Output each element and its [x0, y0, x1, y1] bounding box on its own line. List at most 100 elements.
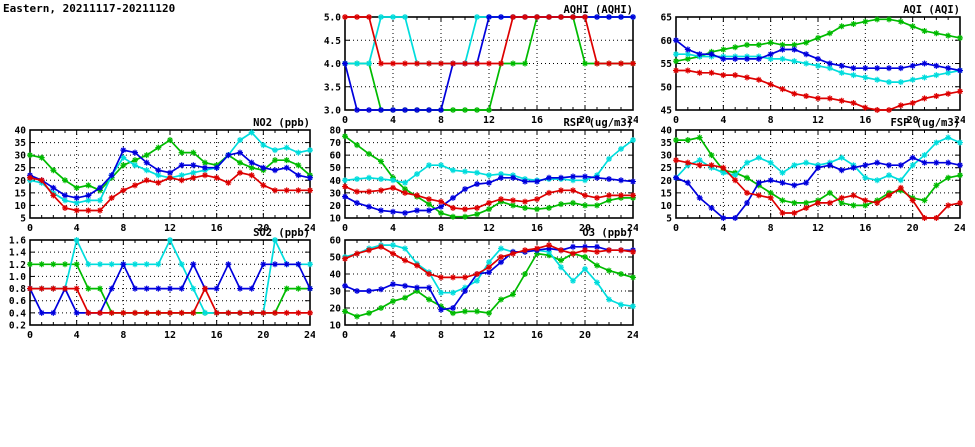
svg-text:15: 15	[661, 188, 673, 199]
svg-text:0.6: 0.6	[9, 296, 26, 307]
series-red	[342, 242, 636, 281]
svg-text:4: 4	[720, 115, 726, 126]
series-red-markers	[27, 169, 313, 214]
x-axis-labels: 0 4 8 12 16 20 24	[342, 115, 639, 126]
svg-text:50: 50	[330, 253, 342, 264]
series-red-markers	[342, 242, 636, 281]
svg-text:10: 10	[330, 214, 342, 225]
svg-text:1.6: 1.6	[9, 236, 26, 247]
svg-text:4: 4	[74, 223, 80, 234]
svg-text:20: 20	[661, 176, 673, 187]
svg-text:0: 0	[342, 330, 348, 341]
svg-text:10: 10	[661, 201, 673, 212]
chart-aqhi: 0 4 8 12 16 20 24 3.0 3.5 4.0 4.5 5.0 AQHI (AQHI)	[315, 3, 639, 132]
svg-text:4: 4	[390, 330, 396, 341]
svg-text:10: 10	[15, 201, 27, 212]
svg-text:45: 45	[661, 106, 673, 117]
series-red-markers	[27, 285, 313, 316]
svg-text:40: 40	[330, 270, 342, 281]
svg-text:0.8: 0.8	[9, 284, 26, 295]
svg-text:1.0: 1.0	[9, 272, 26, 283]
svg-text:50: 50	[661, 82, 673, 93]
svg-text:12: 12	[812, 223, 824, 234]
x-axis-labels: 0 4 8 12 16 20 24	[342, 330, 639, 341]
series-red	[342, 183, 636, 213]
svg-text:8: 8	[438, 115, 444, 126]
x-axis-labels: 0 4 8 12 16 20 24	[27, 223, 316, 234]
svg-text:16: 16	[859, 115, 871, 126]
svg-text:4.5: 4.5	[324, 36, 341, 47]
svg-text:12: 12	[812, 115, 824, 126]
series-blue-markers	[673, 37, 963, 74]
series-red	[673, 157, 963, 221]
svg-text:8: 8	[438, 223, 444, 234]
series-red-markers	[673, 157, 963, 221]
svg-text:20: 20	[579, 223, 591, 234]
svg-text:35: 35	[15, 138, 27, 149]
y-axis-labels: 0.2 0.40.60.81.01.21.41.6	[9, 236, 26, 332]
svg-text:70: 70	[330, 138, 342, 149]
series-blue-markers	[673, 154, 963, 221]
series-red	[27, 285, 313, 316]
svg-text:16: 16	[211, 330, 223, 341]
y-axis-labels: 3.0 3.5 4.0 4.5 5.0	[324, 13, 341, 117]
svg-text:16: 16	[531, 115, 543, 126]
chart-title-o3: O3 (ppb)	[582, 227, 633, 239]
svg-text:40: 40	[15, 126, 27, 137]
svg-text:4: 4	[74, 330, 80, 341]
aqhi-plot: 0 4 8 12 16 20 24 3.0 3.5 4.0 4.5 5.0 AQHI (AQHI)	[324, 4, 639, 126]
svg-text:20: 20	[579, 330, 591, 341]
x-axis-labels: 0 4 8 12 16 20 24	[673, 223, 966, 234]
svg-text:5: 5	[666, 214, 672, 225]
series-red-line	[676, 69, 961, 111]
svg-text:55: 55	[661, 59, 673, 70]
svg-text:40: 40	[330, 176, 342, 187]
svg-text:20: 20	[257, 223, 269, 234]
svg-text:12: 12	[164, 223, 176, 234]
svg-text:30: 30	[330, 287, 342, 298]
svg-text:25: 25	[661, 163, 673, 174]
svg-text:1.2: 1.2	[9, 260, 26, 271]
svg-text:4: 4	[720, 223, 726, 234]
o3-plot: 0 4 8 12 16 20 24 10 20 30 40 50 60 O3 (ppb)	[330, 227, 639, 341]
svg-text:60: 60	[661, 36, 673, 47]
so2-plot: 0 4 8 12 16 20 24 0.2 0.40.60.81.01.21.41.6 SO2 (…	[9, 227, 316, 341]
chart-aqi: 0 4 8 12 16 20 24 45 50 55 60 65 AQI (AQI)	[646, 3, 966, 132]
svg-text:4: 4	[390, 115, 396, 126]
svg-text:5.0: 5.0	[324, 13, 341, 24]
svg-text:30: 30	[661, 151, 673, 162]
svg-text:12: 12	[483, 115, 495, 126]
svg-text:20: 20	[330, 304, 342, 315]
chart-title-so2: SO2 (ppb)	[253, 227, 310, 239]
plot-frame	[344, 239, 634, 326]
svg-text:10: 10	[330, 321, 342, 332]
series-blue	[673, 154, 963, 221]
svg-text:40: 40	[661, 126, 673, 137]
chart-o3: 0 4 8 12 16 20 24 10 20 30 40 50 60 O3 (ppb)	[315, 226, 639, 347]
svg-text:20: 20	[907, 115, 919, 126]
series-blue	[673, 37, 963, 74]
chart-title-fsp: FSP (ug/m3)	[890, 117, 960, 129]
svg-text:35: 35	[661, 138, 673, 149]
series-green	[673, 16, 963, 65]
series-green	[673, 134, 963, 209]
svg-text:0: 0	[27, 330, 33, 341]
page-title: Eastern, 20211117-20211120	[3, 2, 176, 15]
svg-text:24: 24	[954, 115, 965, 126]
svg-text:16: 16	[531, 223, 543, 234]
svg-text:0: 0	[342, 115, 348, 126]
x-axis-labels: 0 4 8 12 16 20 24	[27, 330, 316, 341]
svg-text:8: 8	[768, 223, 774, 234]
chart-rsp: 0 4 8 12 16 20 24 10 20 30 40 50 60 70 80 RSP (ug/m3)	[315, 116, 639, 240]
chart-no2: 0 4 8 12 16 20 24 5 10 15 20 25 30 35 40 NO2 (ppb)	[0, 116, 316, 240]
svg-text:24: 24	[954, 223, 965, 234]
svg-text:50: 50	[330, 163, 342, 174]
x-axis-labels: 0 4 8 12 16 20 24	[342, 223, 639, 234]
series-blue	[342, 173, 636, 216]
chart-so2: 0 4 8 12 16 20 24 0.2 0.4 0.6 0.8 1.0 1.2 1.4 1.6 SO2 (…	[0, 226, 316, 347]
series-blue-markers	[342, 173, 636, 216]
y-axis-labels: 10 20 30 40 50 60	[330, 236, 342, 332]
